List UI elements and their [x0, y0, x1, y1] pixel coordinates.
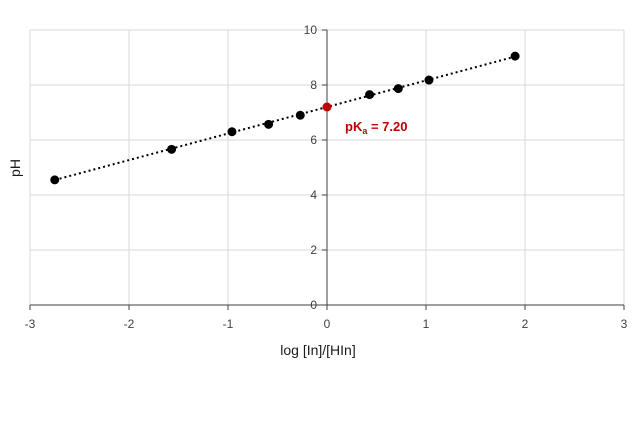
tick-labels: -3 -2 -1 0 1 2 3 0 2 4 6 8 10: [25, 23, 628, 331]
data-points: [50, 51, 520, 185]
data-point: [227, 127, 237, 137]
x-tick-label: -3: [25, 317, 36, 331]
trendline-path: [54, 55, 516, 181]
x-tick-label: 3: [621, 317, 628, 331]
data-point: [295, 110, 305, 120]
x-tick-label: -2: [124, 317, 135, 331]
pka-annotation-sub: a: [362, 126, 368, 136]
x-tick-label: 2: [522, 317, 529, 331]
x-tick-label: 0: [324, 317, 331, 331]
data-point: [424, 75, 434, 85]
y-axis-title: pH: [7, 159, 23, 177]
y-tick-label: 0: [310, 298, 317, 312]
trendline: [54, 55, 516, 181]
data-point: [393, 84, 403, 94]
x-tick-label: 1: [423, 317, 430, 331]
y-tick-label: 8: [310, 78, 317, 92]
data-point: [167, 144, 177, 154]
data-point: [510, 51, 520, 61]
pka-point: [322, 102, 332, 112]
x-tick-label: -1: [223, 317, 234, 331]
data-point: [50, 175, 60, 185]
pka-annotation: pKa = 7.20: [345, 119, 407, 136]
pka-annotation-main: pK: [345, 119, 363, 134]
data-point: [264, 119, 274, 129]
data-point: [365, 90, 375, 100]
y-tick-label: 10: [304, 23, 318, 37]
pka-annotation-value: = 7.20: [367, 119, 407, 134]
y-tick-label: 2: [310, 243, 317, 257]
y-tick-label: 4: [310, 188, 317, 202]
axes: [29, 29, 625, 310]
y-tick-label: 6: [310, 133, 317, 147]
x-axis-title: log [In]/[HIn]: [280, 342, 355, 358]
